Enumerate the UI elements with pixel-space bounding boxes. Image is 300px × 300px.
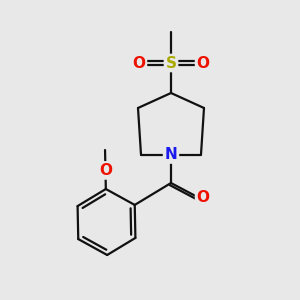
- Text: N: N: [165, 147, 177, 162]
- Text: O: O: [132, 56, 146, 70]
- Text: O: O: [196, 190, 210, 206]
- Text: O: O: [99, 163, 112, 178]
- Text: O: O: [196, 56, 210, 70]
- Text: S: S: [166, 56, 176, 70]
